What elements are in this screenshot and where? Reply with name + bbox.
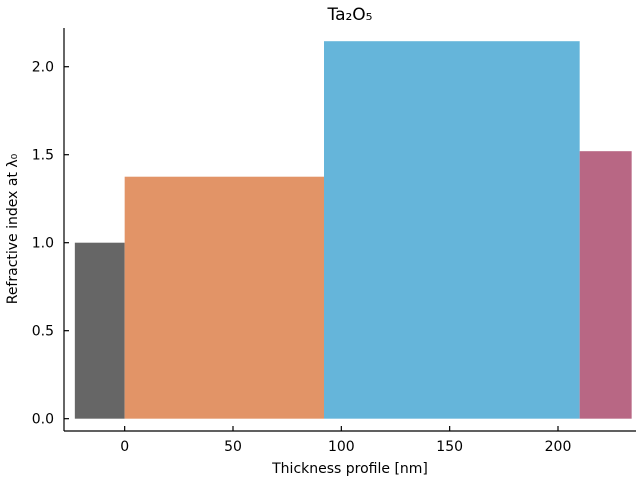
- y-axis-label: Refractive index at λ₀: [5, 153, 21, 304]
- layer-bar-1: [124, 176, 325, 419]
- y-ticks-group: 0.0 0.5 1.0 1.5 2.0: [32, 60, 69, 428]
- x-tick-label: 0: [120, 439, 129, 455]
- layer-bar-0: [74, 242, 125, 419]
- x-tick-label: 50: [224, 439, 242, 455]
- chart-title: Ta₂O₅: [327, 5, 373, 25]
- x-axis-label: Thickness profile [nm]: [271, 461, 428, 477]
- y-tick-label: 0.0: [32, 412, 54, 428]
- y-tick-label: 0.5: [32, 324, 54, 340]
- y-tick-label: 1.0: [32, 236, 54, 252]
- x-ticks-group: 0 50 100 150 200: [120, 426, 571, 455]
- y-tick-label: 1.5: [32, 148, 54, 164]
- x-tick-label: 200: [545, 439, 572, 455]
- y-tick-label: 2.0: [32, 60, 54, 76]
- x-tick-label: 100: [328, 439, 355, 455]
- bars-group: [74, 41, 632, 419]
- x-tick-label: 150: [436, 439, 463, 455]
- layer-bar-3: [579, 151, 632, 419]
- layer-bar-2: [324, 41, 580, 419]
